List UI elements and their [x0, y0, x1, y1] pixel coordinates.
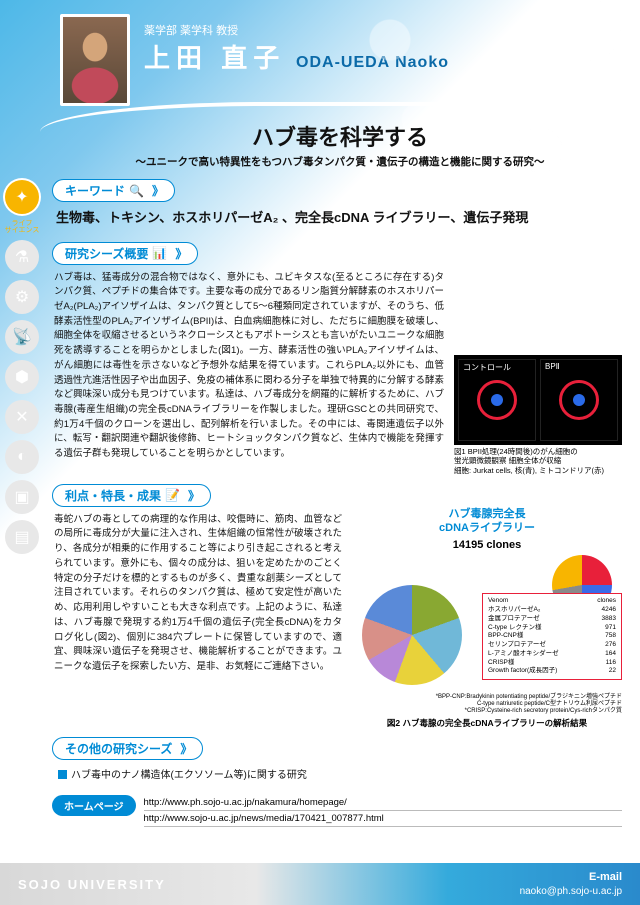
keywords-heading-text: キーワード: [65, 182, 125, 199]
email-block: E-mail naoko@ph.sojo-u.ac.jp: [520, 870, 622, 897]
fine3: *CRISP:Cysteine-rich secretory protein/C…: [436, 708, 622, 715]
homepage-label: ホームページ: [52, 795, 136, 816]
chevron-icon: 》: [188, 487, 200, 504]
legend-table: Venomclones ホスホリパーゼA₂4246 金属プロテアーゼ3883 C…: [486, 597, 618, 676]
overview-heading-text: 研究シーズ概要: [65, 245, 148, 262]
keywords-section: キーワード 🔍 》 生物毒、トキシン、ホスホリパーゼA₂ 、完全長cDNA ライ…: [52, 179, 622, 234]
keywords-heading: キーワード 🔍 》: [52, 179, 175, 202]
footer: SOJO UNIVERSITY E-mail naoko@ph.sojo-u.a…: [0, 863, 640, 905]
title-block: ハブ毒を科学する 〜ユニークで高い特異性をもつハブ毒タンパク質・遺伝子の構造と機…: [60, 112, 620, 169]
side-icon-8[interactable]: ▣: [5, 480, 39, 514]
email-label: E-mail: [520, 870, 622, 884]
profile-photo: [60, 14, 130, 106]
lg: 金属プロテアーゼ: [486, 615, 587, 624]
legend-h1: Venom: [486, 597, 587, 606]
name-japanese: 上田 直子: [144, 38, 285, 75]
lg: セリンプロテアーゼ: [486, 641, 587, 650]
overview-text: ハブ毒は、猛毒成分の混合物ではなく、意外にも、ユビキタスな(至るところに存在する…: [52, 265, 446, 476]
side-icon-7[interactable]: ◐: [5, 440, 39, 474]
search-icon: 🔍: [129, 184, 144, 198]
merit-heading-text: 利点・特長・成果: [65, 487, 161, 504]
other-heading-text: その他の研究シーズ: [65, 740, 172, 757]
side-icon-3[interactable]: ⚙: [5, 280, 39, 314]
chart-icon: 📊: [152, 246, 167, 260]
lg: 164: [587, 650, 618, 659]
chevron-icon: 》: [175, 245, 187, 262]
sidebar: ✦ ライフサイエンス ⚗ ⚙ 📡 ⬢ ✕ ◐ ▣ ▤: [0, 180, 44, 554]
figure-1: コントロール BPⅡ 図1 BPII処理(24時間後)のがん細胞の 蛍光顕微鏡観…: [454, 355, 622, 476]
cell-bp2-label: BPⅡ: [545, 362, 560, 371]
other-item-1-text: ハブ毒中のナノ構造体(エクソソーム等)に関する研究: [71, 770, 307, 781]
university-name: SOJO UNIVERSITY: [18, 877, 166, 892]
figure-2-count: 14195 clones: [352, 539, 622, 551]
keywords-text: 生物毒、トキシン、ホスホリパーゼA₂ 、完全長cDNA ライブラリー、遺伝子発現: [52, 202, 622, 234]
lg: 4246: [587, 606, 618, 615]
cell-control-label: コントロール: [463, 362, 511, 373]
lg: 971: [587, 624, 618, 633]
content: キーワード 🔍 》 生物毒、トキシン、ホスホリパーゼA₂ 、完全長cDNA ライ…: [52, 179, 622, 827]
name-block: 薬学部 薬学科 教授 上田 直子 ODA-UEDA Naoko: [144, 14, 449, 75]
lg: Growth factor(成長因子): [486, 667, 587, 676]
name-english: ODA-UEDA Naoko: [296, 54, 449, 71]
merit-section: 利点・特長・成果 📝 》 毒蛇ハブの毒としての病理的な作用は、咬傷時に、筋肉、血…: [52, 484, 622, 730]
lg: 116: [587, 659, 618, 668]
lg: 3883: [587, 615, 618, 624]
other-section: その他の研究シーズ 》 ハブ毒中のナノ構造体(エクソソーム等)に関する研究: [52, 737, 622, 787]
side-icon-2[interactable]: ⚗: [5, 240, 39, 274]
lg: ホスホリパーゼA₂: [486, 606, 587, 615]
homepage-links: http://www.ph.sojo-u.ac.jp/nakamura/home…: [144, 795, 623, 827]
legend-h2: clones: [587, 597, 618, 606]
figure-2-title: ハブ毒腺完全長 cDNAライブラリー: [352, 507, 622, 536]
pie-chart-big: [362, 585, 462, 685]
side-icon-9[interactable]: ▤: [5, 520, 39, 554]
bullet-icon: [58, 770, 67, 779]
lg: 276: [587, 641, 618, 650]
chevron-icon: 》: [180, 740, 192, 757]
figure-2-caption: 図2 ハブ毒腺の完全長cDNAライブラリーの解析結果: [352, 717, 622, 729]
side-icon-4[interactable]: 📡: [5, 320, 39, 354]
homepage-url-2[interactable]: http://www.sojo-u.ac.jp/news/media/17042…: [144, 811, 623, 827]
figure-2-legend: Venomclones ホスホリパーゼA₂4246 金属プロテアーゼ3883 C…: [482, 593, 622, 680]
figure-2-fineprint: *BPP-CNP:Bradykinin potentiating peptide…: [436, 694, 622, 716]
cell-bp2: BPⅡ: [540, 359, 618, 441]
side-icon-6[interactable]: ✕: [5, 400, 39, 434]
note-icon: 📝: [165, 488, 180, 502]
merit-text: 毒蛇ハブの毒としての病理的な作用は、咬傷時に、筋肉、血管などの局所に毒成分が大量…: [52, 507, 344, 730]
chevron-icon: 》: [152, 182, 164, 199]
merit-heading: 利点・特長・成果 📝 》: [52, 484, 211, 507]
other-heading: その他の研究シーズ 》: [52, 737, 203, 760]
title-arc: [40, 102, 640, 162]
department: 薬学部 薬学科 教授: [144, 22, 449, 38]
header: 薬学部 薬学科 教授 上田 直子 ODA-UEDA Naoko: [0, 0, 640, 106]
figure-2-chart-area: Venomclones ホスホリパーゼA₂4246 金属プロテアーゼ3883 C…: [352, 555, 622, 715]
side-icon-life-science[interactable]: ✦: [5, 180, 39, 214]
overview-heading: 研究シーズ概要 📊 》: [52, 242, 198, 265]
other-item-1: ハブ毒中のナノ構造体(エクソソーム等)に関する研究: [52, 760, 622, 787]
figure-2: ハブ毒腺完全長 cDNAライブラリー 14195 clones Venomclo…: [352, 507, 622, 730]
homepage-url-1[interactable]: http://www.ph.sojo-u.ac.jp/nakamura/home…: [144, 795, 623, 811]
email-address[interactable]: naoko@ph.sojo-u.ac.jp: [520, 885, 622, 898]
fine1: *BPP-CNP:Bradykinin potentiating peptide…: [436, 694, 622, 701]
lg: BPP-CNP様: [486, 632, 587, 641]
figure-1-caption: 図1 BPII処理(24時間後)のがん細胞の 蛍光顕微鏡観察 細胞全体が収縮 細…: [454, 447, 622, 476]
lg: 758: [587, 632, 618, 641]
cell-control: コントロール: [458, 359, 536, 441]
lg: L-アミノ酸オキシダーゼ: [486, 650, 587, 659]
lg: 22: [587, 667, 618, 676]
overview-section: 研究シーズ概要 📊 》 ハブ毒は、猛毒成分の混合物ではなく、意外にも、ユビキタス…: [52, 242, 622, 476]
side-icon-5[interactable]: ⬢: [5, 360, 39, 394]
figure-1-image: コントロール BPⅡ: [454, 355, 622, 445]
side-label: ライフサイエンス: [5, 220, 40, 234]
homepage-section: ホームページ http://www.ph.sojo-u.ac.jp/nakamu…: [52, 795, 622, 827]
